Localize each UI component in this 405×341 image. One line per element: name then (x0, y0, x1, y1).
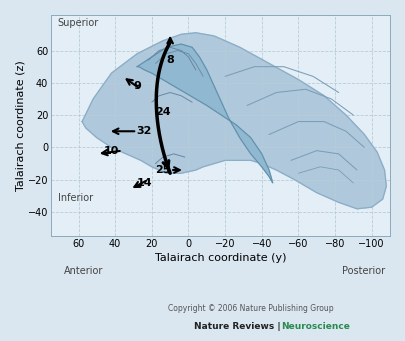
Text: Posterior: Posterior (342, 266, 385, 276)
Text: 25: 25 (155, 165, 171, 175)
Text: 9: 9 (133, 81, 141, 91)
Text: Neuroscience: Neuroscience (281, 322, 350, 331)
Text: 10: 10 (104, 146, 119, 155)
Text: Nature Reviews |: Nature Reviews | (194, 322, 281, 331)
Y-axis label: Talairach coordinate (z): Talairach coordinate (z) (15, 60, 25, 191)
X-axis label: Talairach coordinate (y): Talairach coordinate (y) (155, 253, 286, 263)
Text: Superior: Superior (58, 18, 99, 28)
Text: Inferior: Inferior (58, 193, 93, 203)
Text: 14: 14 (136, 178, 152, 188)
Polygon shape (137, 44, 273, 183)
Text: 32: 32 (137, 126, 152, 136)
Text: Copyright © 2006 Nature Publishing Group: Copyright © 2006 Nature Publishing Group (168, 304, 334, 313)
Text: Anterior: Anterior (64, 266, 103, 276)
Text: 8: 8 (166, 55, 174, 65)
Text: 24: 24 (155, 107, 171, 117)
Polygon shape (82, 33, 386, 209)
